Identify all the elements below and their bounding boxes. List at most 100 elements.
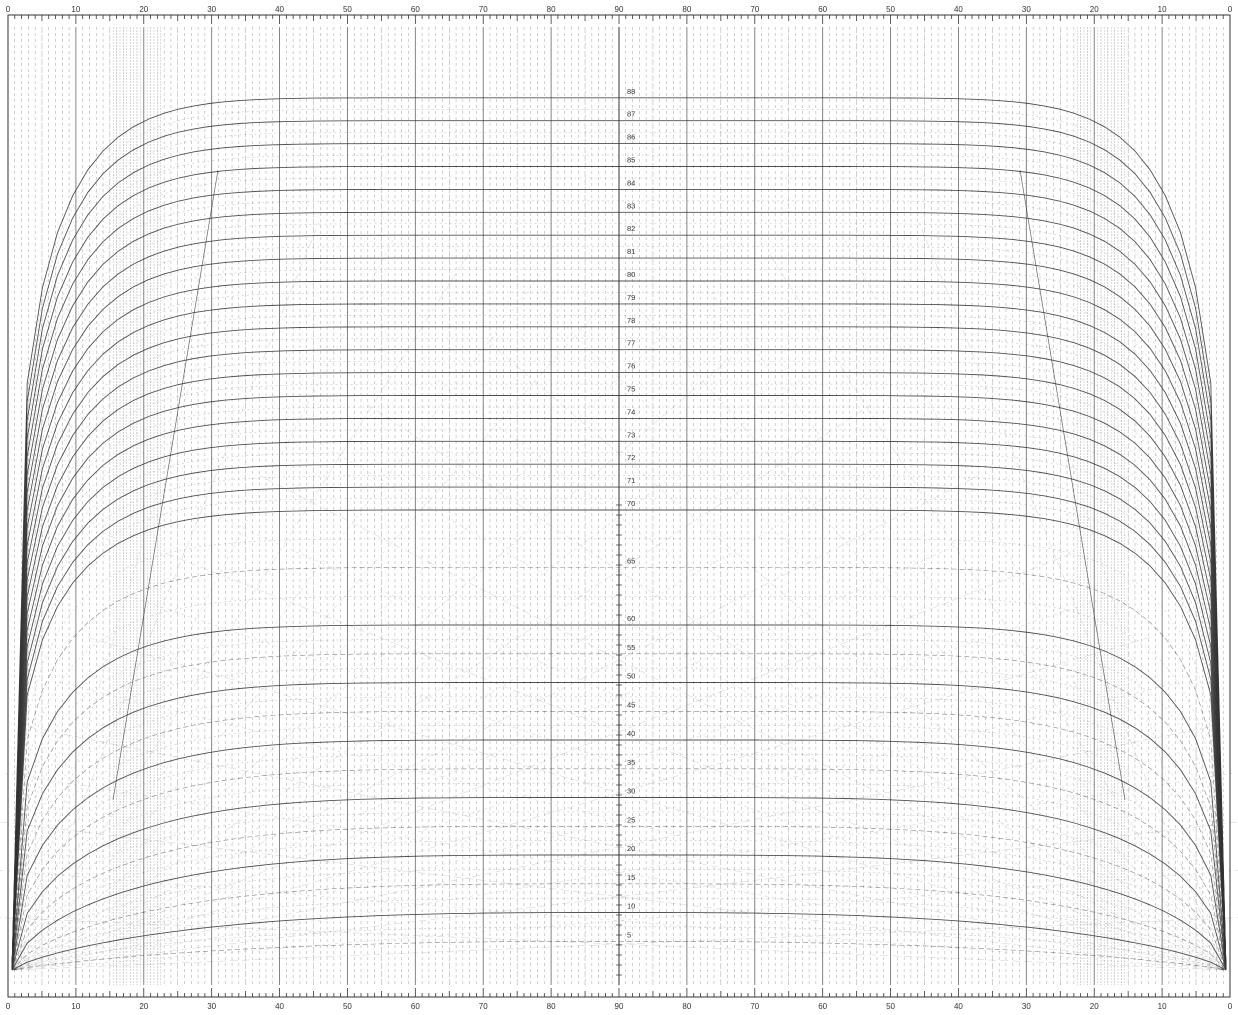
radial-line: [13, 404, 871, 971]
top-scale-label: 60: [818, 5, 827, 14]
top-scale-label: 70: [479, 5, 488, 14]
latitude-curve: [11, 326, 1227, 971]
radial-line: [13, 474, 980, 971]
radial-line: [13, 917, 1238, 971]
curve-label: 55: [627, 643, 635, 652]
latitude-curve: [11, 653, 1227, 971]
radial-line: [0, 869, 1225, 971]
latitude-curve: [11, 883, 1227, 971]
curve-label: 85: [627, 156, 635, 165]
slant-guide-line: [112, 169, 219, 801]
radial-line: [13, 252, 470, 971]
radial-line: [258, 474, 1225, 971]
latitude-subcurve: [11, 869, 1227, 971]
bottom-scale-label: 80: [547, 1002, 556, 1011]
latitude-curve: [11, 166, 1227, 971]
slanted-guide-lines: [112, 169, 1126, 801]
radial-line: [13, 637, 1151, 971]
radial-line: [842, 235, 1225, 971]
bottom-scale-label: 20: [139, 1002, 148, 1011]
radial-line: [367, 404, 1225, 971]
curve-label: 40: [627, 729, 635, 738]
curve-label: 72: [627, 453, 635, 462]
bottom-scale-label: 60: [818, 1002, 827, 1011]
radial-line: [918, 222, 1225, 971]
latitude-curve: [11, 188, 1227, 971]
top-scale-label: 40: [275, 5, 284, 14]
latitude-curve: [11, 211, 1227, 971]
latitude-subcurve: [11, 154, 1227, 971]
latitude-curve: [11, 739, 1227, 971]
top-scale-label: 20: [139, 5, 148, 14]
curve-label: 83: [627, 201, 635, 210]
radial-line: [13, 292, 614, 971]
bottom-scale-label: 0: [1228, 1002, 1233, 1011]
latitude-curve: [11, 854, 1227, 971]
latitude-curve: [11, 440, 1227, 971]
radial-line: [13, 773, 1233, 971]
latitude-curve: [11, 711, 1227, 971]
latitude-curve: [11, 797, 1227, 971]
bottom-scale-label: 60: [411, 1002, 420, 1011]
bottom-scale-label: 90: [615, 1002, 624, 1011]
curve-label: 25: [627, 815, 635, 824]
top-scale-label: 80: [547, 5, 556, 14]
bottom-scale-label: 80: [682, 1002, 691, 1011]
bottom-scale-label: 10: [1158, 1002, 1167, 1011]
curve-label: 77: [627, 339, 635, 348]
curve-label: 82: [627, 224, 635, 233]
curve-label: 88: [627, 87, 635, 96]
radial-line: [556, 316, 1225, 971]
radial-line: [0, 917, 1225, 971]
top-scale-label: 70: [750, 5, 759, 14]
latitude-curve: [11, 509, 1227, 971]
top-scale-label: 10: [1158, 5, 1167, 14]
curve-label: 76: [627, 362, 635, 371]
radial-line: [695, 270, 1225, 971]
latitude-subcurve: [11, 200, 1227, 971]
top-scale-label: 40: [954, 5, 963, 14]
latitude-curve: [11, 120, 1227, 971]
curve-label: 45: [627, 700, 635, 709]
radial-line: [87, 637, 1225, 971]
radial-line: [55, 681, 1225, 971]
radial-line: [124, 594, 1225, 971]
latitude-subcurve: [11, 360, 1227, 971]
radial-line: [13, 316, 682, 971]
vertical-meridian-lines: [14, 27, 1224, 985]
radial-line: [427, 373, 1225, 971]
bottom-scale-label: 50: [886, 1002, 895, 1011]
radial-line: [996, 212, 1225, 971]
radial-line: [13, 821, 1238, 971]
radial-line: [13, 222, 320, 971]
bottom-scale-label: 70: [750, 1002, 759, 1011]
top-scale-label: 90: [615, 5, 624, 14]
top-scale-label: 60: [411, 5, 420, 14]
latitude-curve: [11, 912, 1227, 971]
radial-line: [768, 252, 1225, 971]
bottom-scale-label: 40: [275, 1002, 284, 1011]
bottom-scale-label: 50: [343, 1002, 352, 1011]
latitude-subcurve: [11, 782, 1227, 971]
curve-label: 60: [627, 614, 635, 623]
bottom-scale-label: 0: [6, 1002, 11, 1011]
radial-line: [13, 869, 1238, 971]
bottom-scale-label: 40: [954, 1002, 963, 1011]
curve-label: 86: [627, 133, 635, 142]
top-scale-label: 50: [886, 5, 895, 14]
latitude-curve: [11, 280, 1227, 971]
curve-label: 74: [627, 407, 635, 416]
latitude-subcurve: [11, 475, 1227, 971]
radial-line: [13, 343, 748, 971]
curve-label: 81: [627, 247, 635, 256]
bottom-scale-label: 20: [1090, 1002, 1099, 1011]
radial-line: [13, 235, 396, 971]
top-scale-label: 0: [1228, 5, 1233, 14]
top-scale-label: 0: [6, 5, 11, 14]
curve-label: 15: [627, 873, 635, 882]
bottom-scale-label: 10: [71, 1002, 80, 1011]
top-scale-label: 20: [1090, 5, 1099, 14]
latitude-curve: [11, 417, 1227, 971]
radial-fan-lines: [0, 212, 1238, 971]
